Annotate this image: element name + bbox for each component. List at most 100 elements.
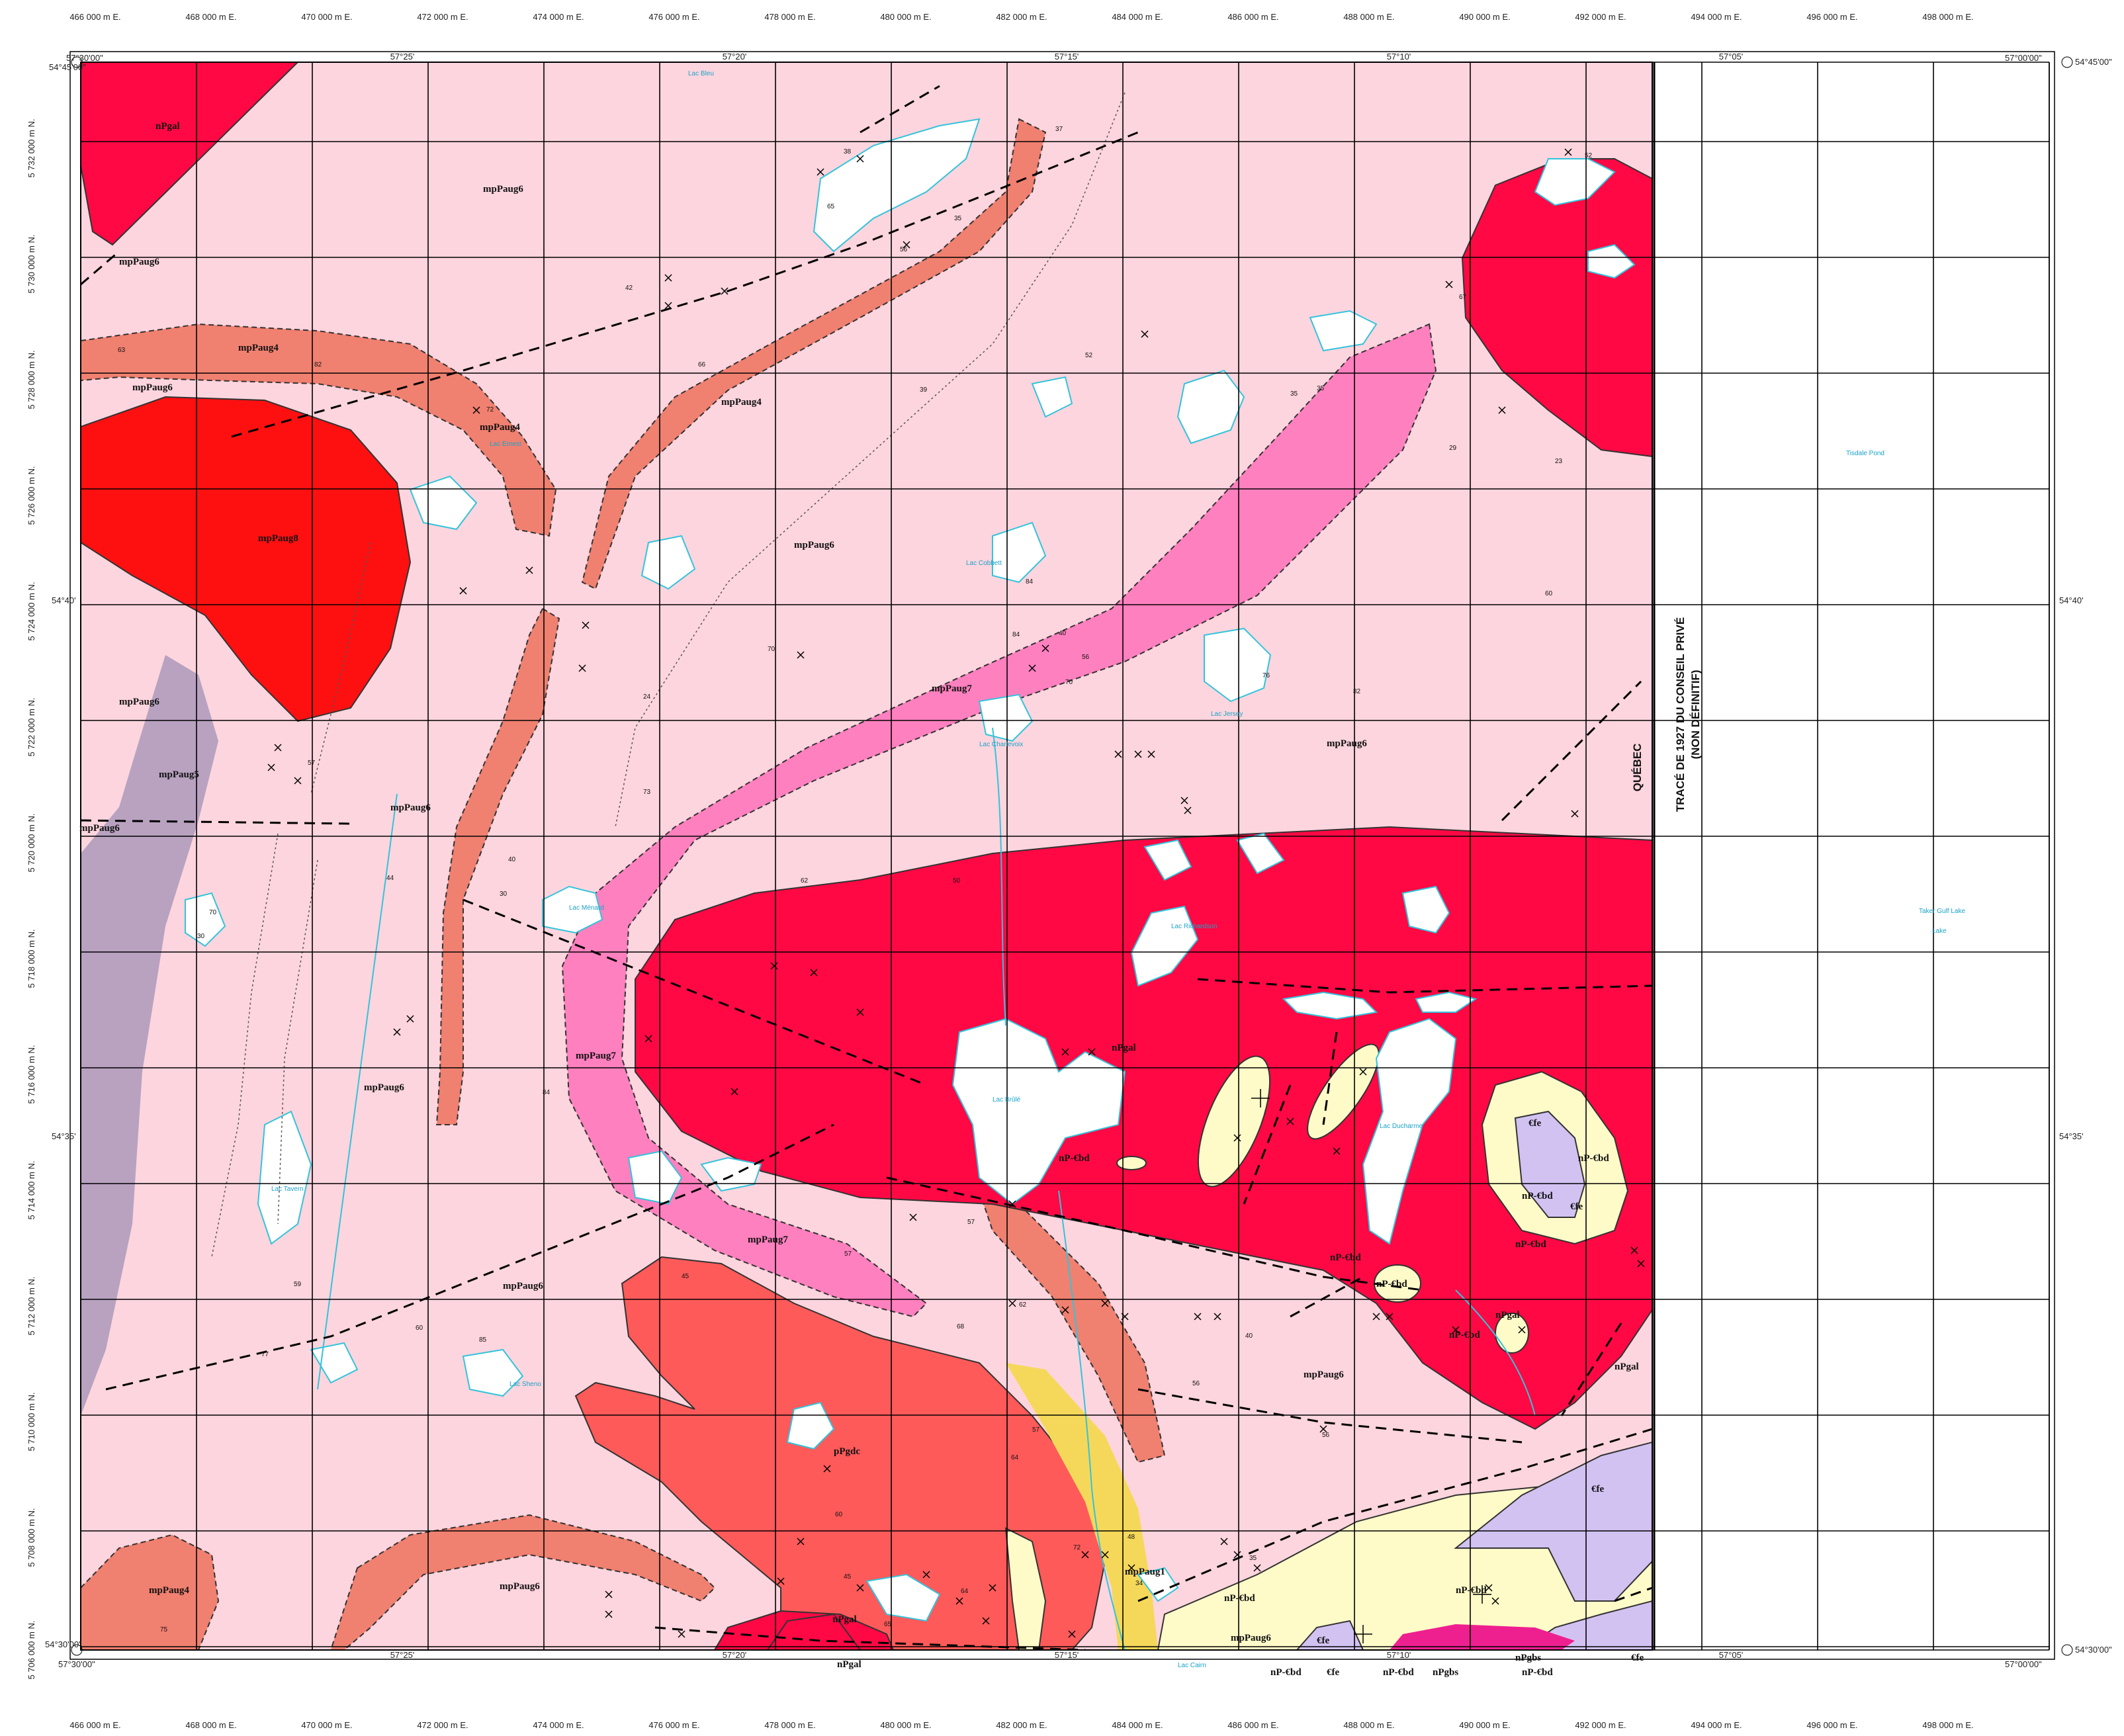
unit-label: mpPaug6	[1231, 1633, 1271, 1643]
corner-tr-marker	[2061, 56, 2073, 68]
lon-tick-top: 57°20'	[723, 52, 747, 62]
northing-label: 5 708 000 m N.	[26, 1508, 36, 1567]
northing-label: 5 722 000 m N.	[26, 698, 36, 757]
top-easting-label: 478 000 m E.	[764, 12, 815, 22]
corner-br-lat: 54°30'00"	[2075, 1645, 2112, 1655]
dip-value: 23	[1555, 458, 1563, 465]
unit-label: mpPaug6	[132, 382, 173, 393]
dip-value: 56	[900, 246, 908, 253]
fault-4	[463, 898, 927, 1086]
lake-label: Lac Sheno	[509, 1381, 541, 1388]
fault-2	[231, 131, 1139, 438]
unit-label: €fe	[1317, 1635, 1329, 1646]
outcrop-x	[1180, 797, 1188, 804]
lon-tick-bottom: 57°20'	[723, 1650, 747, 1660]
top-easting-label: 476 000 m E.	[648, 12, 699, 22]
outcrop-x	[856, 1584, 864, 1592]
lat-left-40: 54°40'	[52, 595, 76, 605]
dip-value: 35	[1317, 385, 1325, 392]
outcrop-x	[294, 777, 302, 785]
unit-label: nP-€bd	[1270, 1667, 1302, 1678]
geology-layers	[81, 62, 1652, 1650]
unit-gdc-body	[574, 1256, 1106, 1650]
lake-label: Lac Ernest	[490, 441, 521, 448]
unit-label: pPgdc	[834, 1446, 860, 1457]
northing-label: 5 720 000 m N.	[26, 814, 36, 873]
dip-value: 82	[1353, 688, 1361, 695]
dip-value: 70	[768, 646, 775, 653]
outcrop-x	[817, 168, 824, 176]
form-line-4	[277, 859, 318, 1225]
dip-value: 70	[209, 909, 217, 916]
outcrop-x	[644, 1035, 652, 1043]
outcrop-x	[909, 1213, 917, 1221]
outcrop-x	[1214, 1313, 1221, 1321]
province-label-quebec: QUÉBEC	[1631, 744, 1644, 792]
northing-label: 5 710 000 m N.	[26, 1393, 36, 1452]
outcrop-x	[1564, 148, 1572, 156]
dip-value: 52	[1085, 352, 1093, 359]
top-easting-label: 490 000 m E.	[1459, 12, 1510, 22]
northing-label: 5 714 000 m N.	[26, 1161, 36, 1220]
dip-value: 48	[1128, 1534, 1135, 1541]
dip-value: 29	[1449, 445, 1457, 452]
unit-label: nP-€bd	[1522, 1191, 1553, 1201]
dip-value: 82	[314, 361, 322, 369]
dip-value: 39	[920, 386, 928, 394]
lake-15	[1309, 310, 1378, 352]
outcrop-x	[1518, 1326, 1526, 1334]
dip-value: 56	[1082, 654, 1090, 661]
dip-value: 44	[386, 875, 394, 882]
dip-value: 45	[844, 1573, 852, 1581]
outcrop-x	[1445, 281, 1453, 288]
outcrop-x	[797, 651, 805, 659]
form-line-2	[310, 542, 371, 795]
top-easting-labels: 466 000 m E. 468 000 m E. 470 000 m E. 472 …	[69, 12, 1973, 22]
lon-tick-bottom: 57°10'	[1387, 1650, 1411, 1660]
lake-22	[1204, 627, 1272, 703]
outcrop-x	[1088, 1048, 1096, 1056]
outcrop-x	[459, 587, 467, 595]
lake-19	[1031, 376, 1073, 418]
unit-label: mpPaug6	[119, 697, 159, 707]
lake-2	[1362, 1018, 1457, 1245]
lon-tick-bottom: 57°15'	[1055, 1650, 1079, 1660]
bd-pod-6	[1116, 1156, 1147, 1170]
corner-tr-lon: 57°00'00"	[2005, 53, 2042, 63]
outcrop-x	[721, 287, 729, 295]
bottom-easting-label: 480 000 m E.	[880, 1720, 931, 1730]
dip-value: 84	[543, 1089, 551, 1096]
outcrop-x	[856, 155, 864, 163]
top-easting-label: 494 000 m E.	[1691, 12, 1742, 22]
bottom-easting-label: 494 000 m E.	[1691, 1720, 1742, 1730]
lake-5	[1143, 839, 1192, 881]
unit-label: mpPaug6	[1327, 738, 1367, 749]
form-line-3	[211, 833, 279, 1258]
unit-aug8-body	[81, 396, 412, 722]
lake-27	[462, 1348, 524, 1397]
fe-patch-1	[1514, 1110, 1586, 1218]
unit-label: nPgal	[1615, 1362, 1639, 1372]
outcrop-x	[1498, 406, 1506, 414]
outcrop-x	[274, 744, 282, 752]
lon-tick-bottom: 57°05'	[1719, 1650, 1744, 1660]
outcrop-x	[1630, 1246, 1638, 1254]
dip-value: 40	[1245, 1332, 1253, 1340]
lake-16	[1534, 158, 1616, 206]
unit-label: nPgbs	[1515, 1653, 1541, 1663]
lake-label: Lac Bleu	[688, 70, 714, 77]
bd-pod-7	[1004, 1527, 1047, 1650]
outcrop-x	[605, 1590, 613, 1598]
lake-label: Lac Ducharme	[1380, 1123, 1423, 1130]
lon-tick-top: 57°05'	[1719, 52, 1744, 62]
outcrop-x	[664, 274, 672, 282]
outcrop-x	[770, 962, 778, 970]
fault-5	[105, 1123, 834, 1391]
boundary-line-2: (NON DÉFINITIF)	[1689, 670, 1702, 759]
corner-br-lon: 57°00'00"	[2005, 1659, 2042, 1669]
fault-10	[860, 85, 940, 134]
utm-grid	[81, 62, 2050, 1651]
unit-label: mpPaug1	[1125, 1567, 1165, 1577]
unit-aug7-band	[561, 323, 1437, 1318]
lon-tick-top: 57°15'	[1055, 52, 1079, 62]
